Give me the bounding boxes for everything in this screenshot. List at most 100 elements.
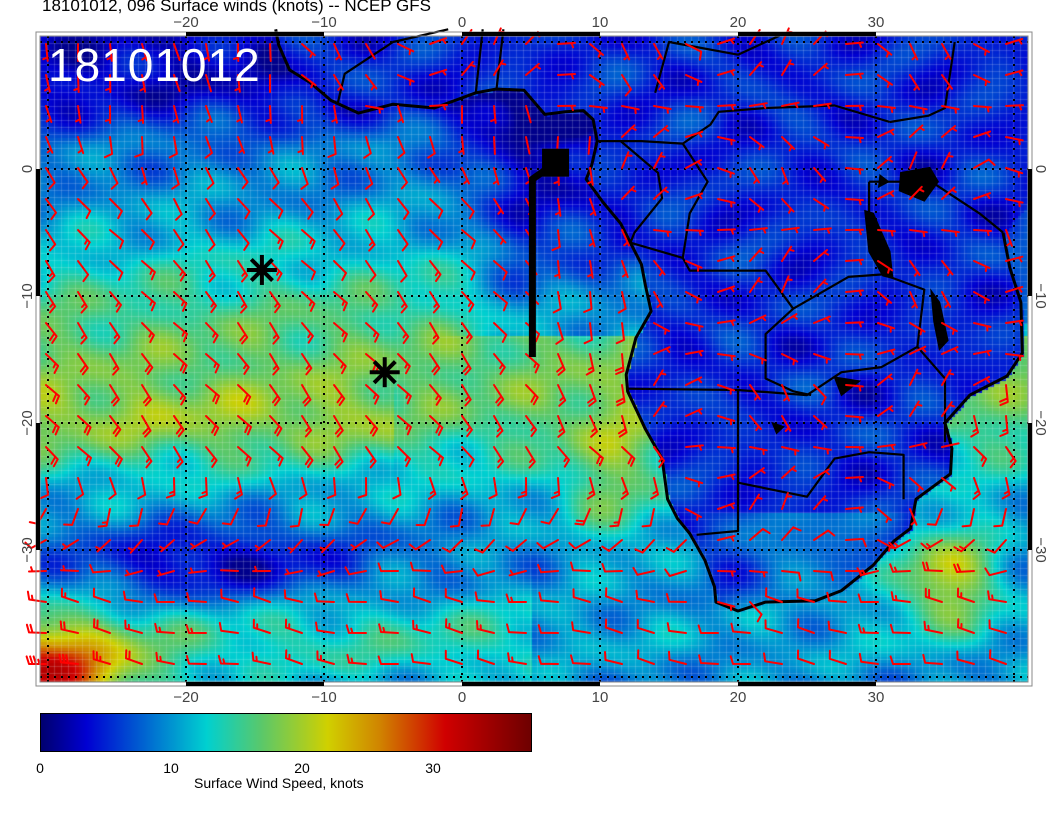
frame-bar <box>738 32 876 36</box>
barb-shape <box>973 74 991 87</box>
barb-shape <box>973 446 988 467</box>
wind-barb <box>165 477 176 499</box>
barb-shape <box>92 650 111 665</box>
barb-shape <box>909 368 922 386</box>
wind-barb <box>331 105 338 124</box>
barb-shape <box>327 136 337 158</box>
wind-barb <box>635 589 655 603</box>
wind-barb <box>298 477 308 500</box>
barb-shape <box>300 167 309 190</box>
barb-shape <box>749 570 768 578</box>
barb-shape <box>877 405 894 417</box>
wind-barb <box>237 353 250 375</box>
wind-barb <box>429 322 440 345</box>
barb-shape <box>105 74 112 93</box>
barb-shape <box>445 618 463 634</box>
barb-shape <box>909 185 925 200</box>
colorbar-tick: 10 <box>163 760 179 776</box>
barb-shape <box>141 167 148 186</box>
barb-shape <box>877 128 895 138</box>
wind-barb <box>749 570 768 578</box>
barb-shape <box>589 198 597 217</box>
wind-barb <box>488 477 498 500</box>
wind-barb <box>252 618 271 634</box>
barb-shape <box>25 655 47 665</box>
wind-barb <box>122 590 143 603</box>
barb-shape <box>284 568 303 576</box>
barb-shape <box>205 322 219 344</box>
wind-barb <box>141 353 154 375</box>
wind-barb <box>621 260 629 278</box>
barb-shape <box>505 539 527 552</box>
wind-barb <box>621 185 637 200</box>
barb-shape <box>205 105 213 123</box>
wind-barb <box>920 539 943 550</box>
wind-barb <box>141 167 148 186</box>
lat-tick-right: 0 <box>1032 165 1049 173</box>
lon-tick-top: 20 <box>730 14 747 31</box>
barb-shape <box>474 591 495 603</box>
wind-barb <box>221 539 239 550</box>
wind-barb <box>376 539 399 549</box>
frame-bar <box>186 682 324 686</box>
wind-barb <box>828 649 847 665</box>
wind-barb <box>269 291 281 314</box>
barb-shape <box>109 167 119 190</box>
wind-barb <box>493 136 496 155</box>
barb-shape <box>568 539 591 550</box>
barb-shape <box>265 105 272 124</box>
barb-shape <box>253 587 271 603</box>
wind-barb <box>604 618 623 634</box>
wind-barb <box>429 104 448 111</box>
frame-bar <box>738 682 876 686</box>
wind-barb <box>410 653 431 665</box>
barb-shape <box>429 415 444 436</box>
wind-barb <box>345 624 367 634</box>
barb-shape <box>301 260 316 281</box>
wind-barb <box>813 167 827 183</box>
wind-barb <box>813 62 829 76</box>
wind-barb <box>586 477 596 500</box>
wind-barb <box>1001 477 1011 500</box>
frame-bar <box>186 32 324 36</box>
barb-shape <box>377 562 399 573</box>
barb-shape <box>845 198 864 206</box>
wind-barb <box>109 446 123 468</box>
barb-shape <box>717 473 736 481</box>
barb-shape <box>333 291 348 312</box>
barb-shape <box>269 353 280 376</box>
barb-shape <box>357 477 368 499</box>
barb-shape <box>158 508 175 526</box>
barb-shape <box>269 415 283 437</box>
wind-barb <box>333 353 347 375</box>
wind-barb <box>877 373 894 386</box>
wind-barb <box>909 105 928 115</box>
barb-shape <box>429 260 442 282</box>
barb-shape <box>717 446 736 454</box>
wind-barb <box>909 508 918 526</box>
wind-barb <box>685 159 703 169</box>
wind-barb <box>346 653 367 665</box>
barb-shape <box>397 198 410 220</box>
wind-barb <box>45 105 53 124</box>
barb-shape <box>345 593 367 603</box>
wind-barb <box>556 353 566 376</box>
wind-barb <box>109 322 121 345</box>
barb-shape <box>813 249 830 262</box>
lon-tick-top: −20 <box>173 14 198 31</box>
wind-barb <box>615 384 626 407</box>
wind-barb <box>961 508 975 528</box>
wind-barb <box>330 167 340 190</box>
barb-shape <box>781 465 797 479</box>
wind-barb <box>973 158 996 169</box>
wind-barb <box>461 415 473 438</box>
wind-barb <box>877 190 895 200</box>
wind-barb <box>476 649 495 665</box>
barb-shape <box>185 654 207 665</box>
barb-shape <box>301 198 314 220</box>
barb-shape <box>781 275 793 293</box>
wind-barb <box>717 37 736 45</box>
wind-barb <box>296 105 304 124</box>
barb-shape <box>614 353 625 375</box>
wind-barb <box>957 618 975 634</box>
